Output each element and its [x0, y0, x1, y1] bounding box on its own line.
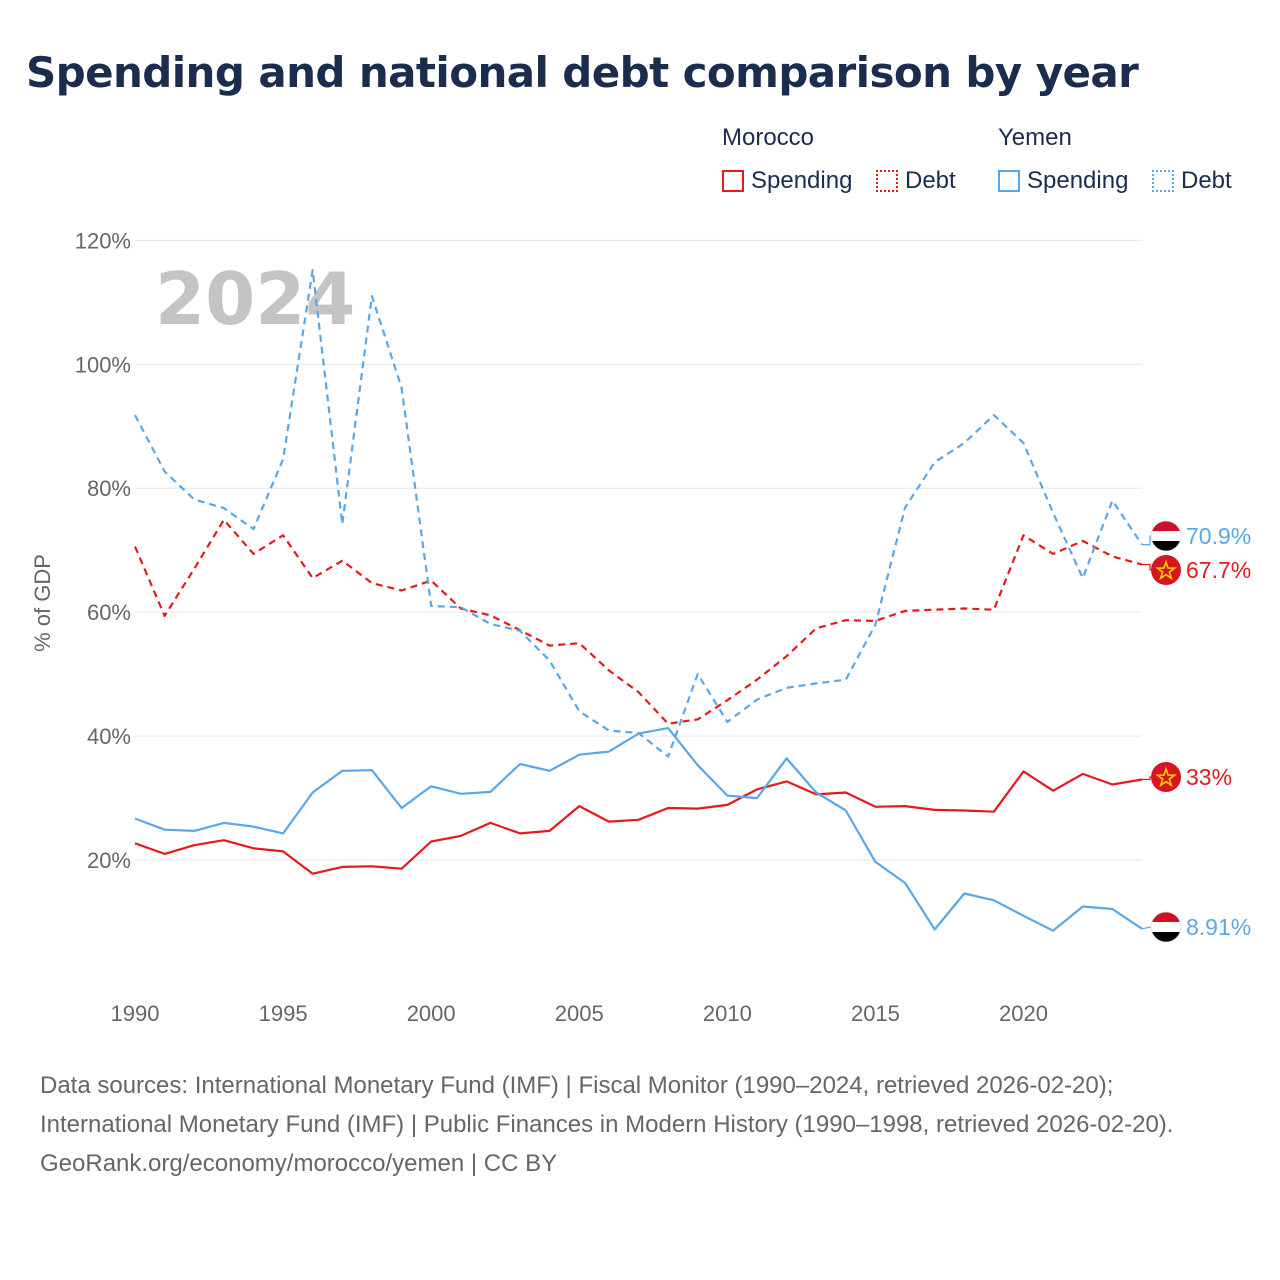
chart-title: Spending and national debt comparison by… — [26, 48, 1139, 97]
x-tick-label: 2000 — [407, 1001, 456, 1026]
flag-black-stripe — [1151, 541, 1181, 551]
x-tick-label: 1995 — [259, 1001, 308, 1026]
end-label-morocco-spending: 33% — [1186, 764, 1232, 790]
y-tick-label: 40% — [87, 724, 131, 749]
flag-white-stripe — [1151, 922, 1181, 932]
legend-label: Spending — [1027, 167, 1129, 194]
flag-white-stripe — [1151, 531, 1181, 541]
morocco-flag-icon — [1151, 555, 1181, 585]
end-label-morocco-debt: 67.7% — [1186, 557, 1251, 583]
legend-morocco-spending[interactable]: Spending — [722, 166, 852, 196]
chart-footer: Data sources: International Monetary Fun… — [40, 1066, 1240, 1183]
year-watermark: 2024 — [155, 257, 355, 341]
legend-swatch-morocco-debt — [876, 170, 898, 192]
credit-link[interactable]: GeoRank.org/economy/morocco/yemen | CC B… — [40, 1150, 558, 1177]
flag-star — [1155, 766, 1177, 788]
x-tick-label: 1990 — [111, 1001, 160, 1026]
legend-morocco-debt[interactable]: Debt — [876, 166, 956, 196]
series-line-morocco-debt — [133, 518, 1143, 725]
flag-star — [1155, 559, 1177, 581]
yemen-flag-icon — [1150, 911, 1182, 943]
y-axis-label: % of GDP — [30, 554, 55, 652]
x-tick-label: 2005 — [555, 1001, 604, 1026]
legend-label: Debt — [905, 167, 956, 194]
line-chart: 20% 40% 60% 80% 100% 120% 1990 1995 2000 2005 2010… — [30, 228, 1251, 1026]
legend-yemen-debt[interactable]: Debt — [1152, 166, 1232, 196]
y-tick-label: 100% — [75, 352, 131, 377]
legend-swatch-yemen-spending — [998, 170, 1020, 192]
series-line-morocco-spending — [134, 770, 1143, 875]
y-tick-label: 60% — [87, 600, 131, 625]
flag-outline — [1150, 911, 1182, 943]
end-connector — [1142, 563, 1151, 571]
flag-field — [1151, 555, 1181, 585]
legend-yemen-title: Yemen — [998, 124, 1072, 151]
morocco-flag-icon — [1151, 762, 1181, 792]
y-tick-label: 120% — [75, 228, 131, 253]
legend-swatch-yemen-debt — [1152, 170, 1174, 192]
legend-label: Debt — [1181, 167, 1232, 194]
series-line-yemen-spending — [134, 726, 1143, 932]
legend-morocco-title: Morocco — [722, 124, 815, 151]
y-tick-label: 20% — [87, 848, 131, 873]
flag-black-stripe — [1151, 932, 1181, 942]
x-tick-label: 2015 — [851, 1001, 900, 1026]
x-tick-label: 2010 — [703, 1001, 752, 1026]
legend-label: Spending — [751, 167, 853, 194]
yemen-flag-icon — [1150, 520, 1182, 552]
legend-yemen-spending[interactable]: Spending — [998, 166, 1128, 196]
legend-swatch-morocco-spending — [722, 170, 744, 192]
end-connector — [1142, 776, 1151, 781]
end-connector — [1141, 926, 1152, 930]
flag-red-stripe — [1151, 912, 1181, 922]
flag-stripes — [1151, 912, 1181, 942]
end-label-yemen-debt: 70.9% — [1186, 523, 1251, 549]
y-tick-label: 80% — [87, 476, 131, 501]
x-tick-label: 2020 — [999, 1001, 1048, 1026]
end-connector — [1142, 535, 1151, 546]
flag-field — [1151, 762, 1181, 792]
data-sources: Data sources: International Monetary Fun… — [40, 1072, 1174, 1138]
flag-red-stripe — [1151, 521, 1181, 531]
series-line-yemen-debt — [134, 269, 1143, 758]
flag-outline — [1150, 520, 1182, 552]
flag-stripes — [1151, 521, 1181, 551]
end-label-yemen-spending: 8.91% — [1186, 914, 1251, 940]
